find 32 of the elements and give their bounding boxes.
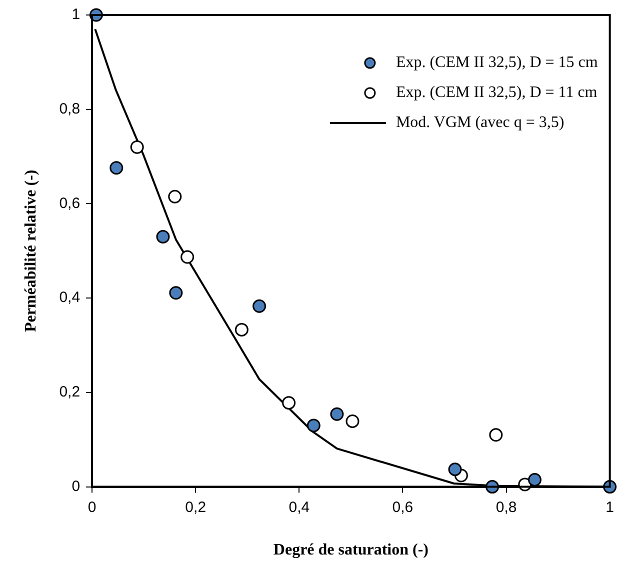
point bbox=[169, 286, 183, 300]
point bbox=[168, 190, 182, 204]
point bbox=[156, 230, 170, 244]
point bbox=[346, 414, 360, 428]
point bbox=[234, 322, 248, 336]
y-tick-label: 1 bbox=[72, 6, 80, 24]
y-tick-label: 0 bbox=[72, 478, 80, 495]
y-tick-label: 0,8 bbox=[59, 100, 80, 118]
point bbox=[252, 299, 266, 313]
point bbox=[110, 161, 124, 175]
x-tick-label: 0,2 bbox=[185, 498, 206, 516]
x-tick-label: 0,6 bbox=[392, 498, 414, 516]
x-tick-label: 0,4 bbox=[288, 498, 310, 516]
legend-label: Exp. (CEM II 32,5), D = 15 cm bbox=[396, 54, 598, 72]
point bbox=[282, 396, 296, 410]
legend-label: Mod. VGM (avec q = 3,5) bbox=[396, 114, 564, 132]
x-tick-label: 0 bbox=[88, 498, 96, 516]
y-tick-label: 0,6 bbox=[59, 194, 80, 212]
point bbox=[330, 407, 344, 421]
point bbox=[306, 418, 320, 432]
point bbox=[448, 462, 462, 476]
x-tick-label: 1 bbox=[606, 498, 614, 516]
y-tick-label: 0,4 bbox=[59, 289, 80, 306]
point bbox=[528, 472, 542, 486]
x-tick-label: 0,8 bbox=[496, 498, 517, 516]
point bbox=[130, 140, 144, 154]
y-tick-label: 0,2 bbox=[59, 384, 80, 401]
y-axis-title: Perméabilité relative (-) bbox=[22, 170, 40, 332]
legend-label: Exp. (CEM II 32,5), D = 11 cm bbox=[396, 84, 598, 102]
x-axis-title: Degré de saturation (-) bbox=[273, 542, 428, 559]
point bbox=[489, 428, 503, 442]
point bbox=[180, 250, 194, 264]
